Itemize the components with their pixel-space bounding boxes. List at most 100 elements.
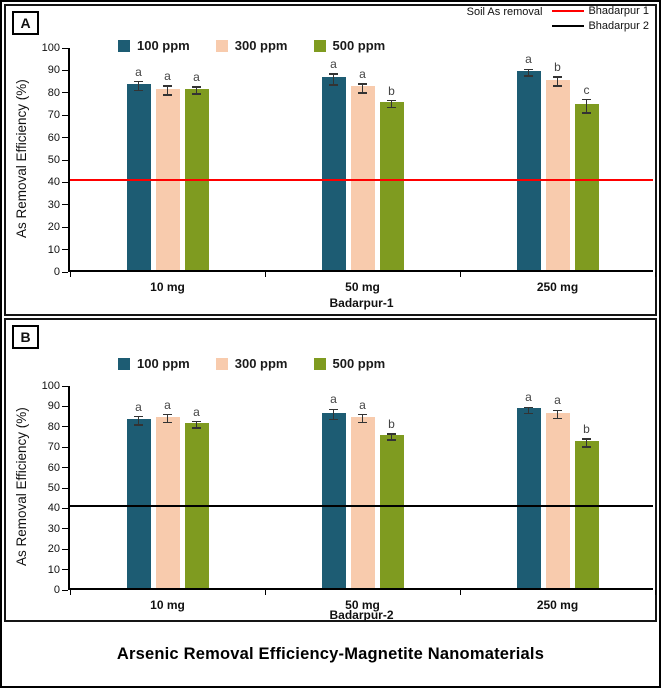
bar-500ppm-50mg <box>379 435 404 588</box>
x-axis-title-b: Badarpur-2 <box>329 608 394 622</box>
legend-swatch-500ppm <box>313 357 326 370</box>
y-tick-label: 70 <box>47 109 60 122</box>
figure-title: Arsenic Removal Efficiency-Magnetite Nan… <box>116 645 545 663</box>
legend-item-100ppm: 100 ppm <box>118 356 190 371</box>
error-bar-cap-top <box>582 438 591 440</box>
y-tick-mark <box>62 137 68 139</box>
bar-300ppm-50mg <box>350 416 375 588</box>
bar-100ppm-50mg <box>321 412 346 588</box>
y-tick-label: 40 <box>47 502 60 515</box>
error-bar <box>137 81 140 91</box>
y-tick-label: 10 <box>47 243 60 256</box>
x-tick-mark <box>69 272 71 277</box>
legend-item-bhadarpur-2: Bhadarpur 2 <box>552 20 649 32</box>
significance-letter: a <box>330 56 337 71</box>
error-bar-cap-top <box>358 83 367 85</box>
error-bar-cap-top <box>134 415 143 418</box>
y-tick-label: 80 <box>47 420 60 433</box>
significance-letter: b <box>388 83 395 98</box>
y-tick-label: 100 <box>41 380 60 392</box>
error-bar <box>556 77 559 87</box>
error-bar <box>195 87 198 94</box>
y-tick-label: 20 <box>47 221 60 234</box>
bar-100ppm-250mg <box>516 408 541 588</box>
legend-swatch-100ppm <box>118 357 130 370</box>
x-tick-mark <box>264 272 266 277</box>
y-tick-mark <box>62 405 68 407</box>
legend-label-100ppm: 100 ppm <box>137 38 190 53</box>
legend-label-100ppm: 100 ppm <box>137 356 190 371</box>
legend-item-bhadarpur-1: Bhadarpur 1 <box>552 5 649 17</box>
error-bar-cap-bottom <box>192 93 201 95</box>
y-tick-label: 70 <box>47 441 60 454</box>
y-tick-label: 0 <box>53 266 60 278</box>
error-bar <box>166 86 169 96</box>
panel-label-b: B <box>12 325 39 349</box>
y-tick-mark <box>62 487 68 489</box>
error-bar <box>390 433 393 441</box>
legend-label-300ppm: 300 ppm <box>234 356 288 371</box>
significance-letter: a <box>135 64 142 79</box>
y-tick-mark <box>62 249 68 251</box>
y-tick-mark <box>62 446 68 448</box>
x-tick-mark <box>69 590 71 595</box>
bar-500ppm-250mg <box>574 441 599 588</box>
reference-line-bhadarpur-1 <box>70 179 653 182</box>
y-tick-mark <box>62 569 68 571</box>
error-bar <box>361 83 364 93</box>
x-tick-mark <box>654 272 656 277</box>
bar-500ppm-50mg <box>379 102 404 270</box>
plot-area-a: As Removal Efficiency (%) Badarpur-1 0 10… <box>14 42 656 310</box>
series-legend-b: 100 ppm 300 ppm 500 ppm <box>118 356 385 371</box>
plot-area-b: As Removal Efficiency (%) Badarpur-2 0 10… <box>14 380 656 622</box>
significance-letter: a <box>359 397 366 412</box>
x-tick-mark <box>654 590 656 595</box>
error-bar <box>527 407 530 414</box>
error-bar-cap-top <box>329 408 338 411</box>
y-axis-title-a: As Removal Efficiency (%) <box>14 79 29 239</box>
error-bar-cap-bottom <box>163 94 172 96</box>
error-bar-cap-top <box>163 413 172 416</box>
legend-item-300ppm: 300 ppm <box>215 38 288 53</box>
error-bar-cap-top <box>524 68 533 71</box>
legend-item-500ppm: 500 ppm <box>313 38 385 53</box>
y-tick-label: 60 <box>47 131 60 144</box>
legend-label-500ppm: 500 ppm <box>332 356 386 371</box>
bar-500ppm-250mg <box>574 104 599 270</box>
y-tick-label: 60 <box>47 461 60 474</box>
error-bar-cap-top <box>134 80 143 83</box>
legend-item-300ppm: 300 ppm <box>215 356 288 371</box>
error-bar-cap-top <box>553 409 562 412</box>
y-axis-title-b: As Removal Efficiency (%) <box>14 407 29 567</box>
y-tick-label: 50 <box>47 154 60 166</box>
error-bar-cap-top <box>163 85 172 87</box>
error-bar <box>556 410 559 419</box>
y-tick-label: 10 <box>47 563 60 576</box>
error-bar <box>332 73 335 85</box>
significance-letter: a <box>164 397 171 412</box>
legend-item-500ppm: 500 ppm <box>313 356 386 371</box>
error-bar-cap-top <box>358 413 367 416</box>
error-bar <box>390 100 393 108</box>
y-tick-mark <box>62 528 68 530</box>
legend-swatch-100ppm <box>118 39 130 52</box>
legend-swatch-300ppm <box>215 39 228 52</box>
error-bar <box>527 69 530 76</box>
error-bar-cap-top <box>192 420 201 423</box>
red-line-swatch <box>552 10 585 12</box>
significance-letter: b <box>583 422 590 437</box>
soil-legend-items: Bhadarpur 1 Bhadarpur 2 <box>552 5 649 32</box>
y-tick-label: 20 <box>47 543 60 556</box>
legend-label-bhadarpur-1: Bhadarpur 1 <box>588 5 649 17</box>
y-tick-label: 0 <box>53 584 60 596</box>
y-tick-mark <box>62 589 68 591</box>
x-tick-label: 10 mg <box>150 280 185 294</box>
error-bar <box>585 439 588 448</box>
y-tick-mark <box>62 385 68 387</box>
bar-300ppm-10mg <box>155 416 180 588</box>
y-tick-mark <box>62 159 68 161</box>
soil-legend-title: Soil As removal <box>466 6 543 18</box>
error-bar-cap-bottom <box>134 89 143 92</box>
error-bar-cap-bottom <box>358 421 367 424</box>
bar-100ppm-10mg <box>126 418 151 588</box>
